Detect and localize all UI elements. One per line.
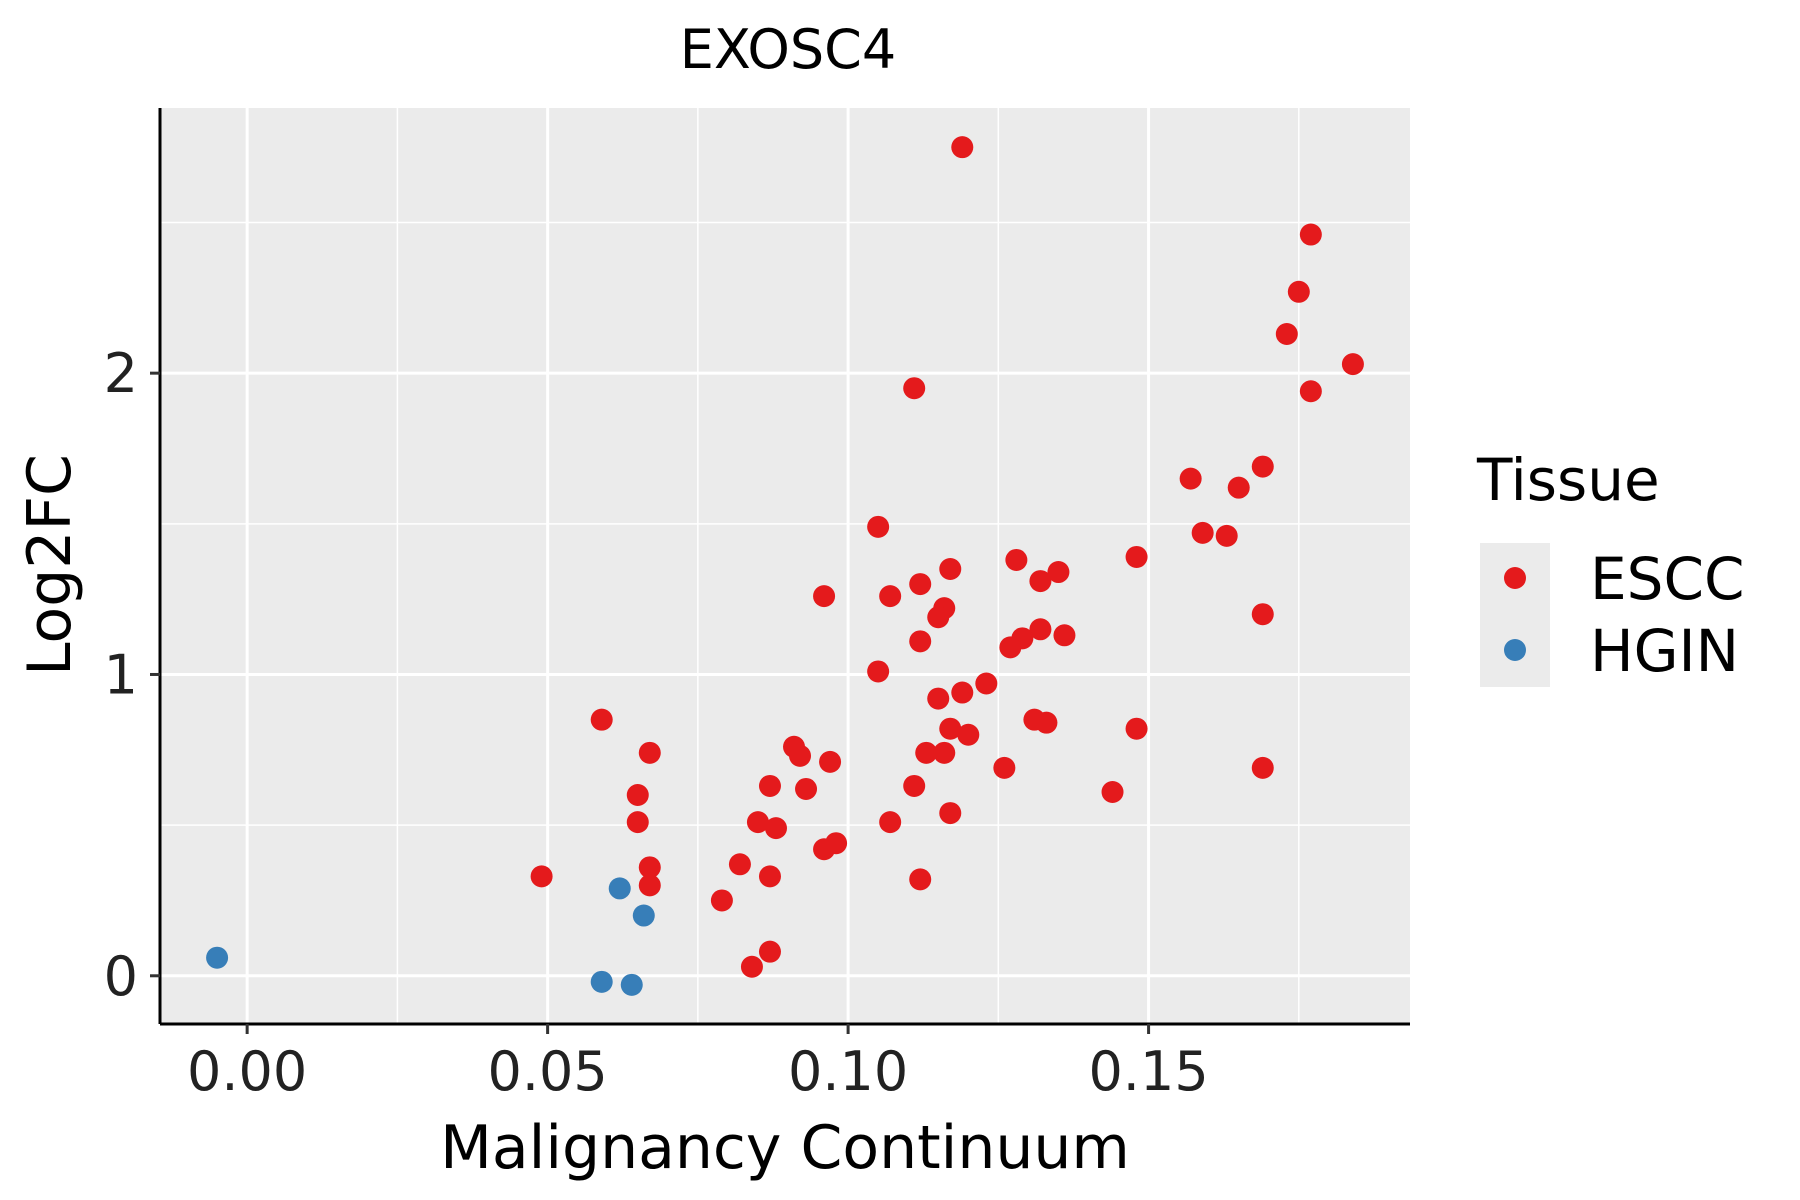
data-point-escc [903,774,926,797]
data-point-escc [638,874,661,897]
data-point-escc [909,630,932,653]
data-point-escc [1299,223,1322,246]
data-point-escc [638,741,661,764]
x-tick-label: 0.00 [187,1040,307,1103]
data-point-escc [795,777,818,800]
data-point-escc [957,723,980,746]
x-axis-ticks: 0.00 0.05 0.10 0.15 [187,1024,1209,1103]
x-tick-label: 0.10 [788,1040,908,1103]
data-point-escc [530,865,553,888]
y-tick-label: 2 [104,342,138,405]
legend-label-escc: ESCC [1590,545,1744,613]
data-point-hgin [632,904,655,927]
data-point-escc [879,811,902,834]
data-point-escc [993,756,1016,779]
data-point-escc [626,811,649,834]
data-point-escc [1275,322,1298,345]
data-point-escc [710,889,733,912]
data-point-escc [915,741,938,764]
data-point-escc [951,136,974,159]
data-point-escc [951,681,974,704]
x-tick-label: 0.05 [488,1040,608,1103]
data-point-escc [819,750,842,773]
data-point-escc [999,636,1022,659]
plot-panel [160,108,1410,1024]
data-point-hgin [206,946,229,969]
data-point-escc [1251,603,1274,626]
data-point-escc [728,853,751,876]
legend-key-hgin [1504,639,1526,661]
data-point-escc [1179,467,1202,490]
data-point-escc [909,573,932,596]
data-point-escc [638,856,661,879]
legend-key-background [1480,543,1550,687]
data-point-escc [1029,570,1052,593]
data-point-escc [939,558,962,581]
data-point-escc [867,515,890,538]
legend-title: Tissue [1476,446,1660,514]
data-point-escc [1035,711,1058,734]
data-point-escc [903,377,926,400]
data-point-escc [626,784,649,806]
x-axis-label: Malignancy Continuum [440,1113,1130,1183]
data-point-escc [1191,521,1214,544]
data-point-escc [1251,756,1274,779]
data-point-escc [975,672,998,695]
data-point-hgin [590,970,613,993]
data-point-escc [758,940,781,963]
data-point-escc [1251,455,1274,478]
data-point-escc [1227,476,1250,499]
series-escc [530,136,1364,978]
data-point-escc [1125,545,1148,568]
data-point-escc [939,717,962,740]
data-point-escc [1341,353,1364,376]
data-point-escc [758,774,781,797]
data-point-escc [1101,780,1124,803]
x-tick-label: 0.15 [1088,1040,1208,1103]
data-point-escc [1005,548,1028,571]
y-axis-label: Log2FC [15,454,85,676]
data-point-escc [1299,380,1322,403]
data-point-escc [813,585,836,608]
data-point-escc [1125,717,1148,740]
data-point-escc [939,802,962,825]
data-point-hgin [608,877,631,900]
data-point-escc [909,868,932,891]
data-point-escc [1287,280,1310,303]
y-tick-label: 0 [104,945,138,1008]
data-point-escc [789,744,812,767]
data-point-escc [1029,618,1052,641]
data-point-escc [758,865,781,888]
series-hgin [206,877,655,996]
data-point-escc [1047,561,1070,584]
data-point-escc [927,606,950,629]
y-axis-ticks: 0 1 2 [104,342,160,1008]
chart-title: EXOSC4 [680,18,897,81]
y-tick-label: 1 [104,643,138,706]
data-point-escc [1215,524,1238,547]
data-point-escc [927,687,950,710]
data-point-escc [933,741,956,764]
data-point-escc [746,811,769,834]
data-point-escc [590,708,613,731]
legend-key-escc [1504,567,1526,589]
legend-label-hgin: HGIN [1590,617,1739,685]
data-point-escc [867,660,890,683]
data-point-escc [740,955,763,978]
data-points [206,136,1364,996]
data-point-escc [764,817,787,840]
data-point-hgin [620,973,643,996]
data-point-escc [1053,624,1076,647]
major-grid [160,108,1410,1024]
data-point-escc [813,838,836,861]
data-point-escc [879,585,902,608]
